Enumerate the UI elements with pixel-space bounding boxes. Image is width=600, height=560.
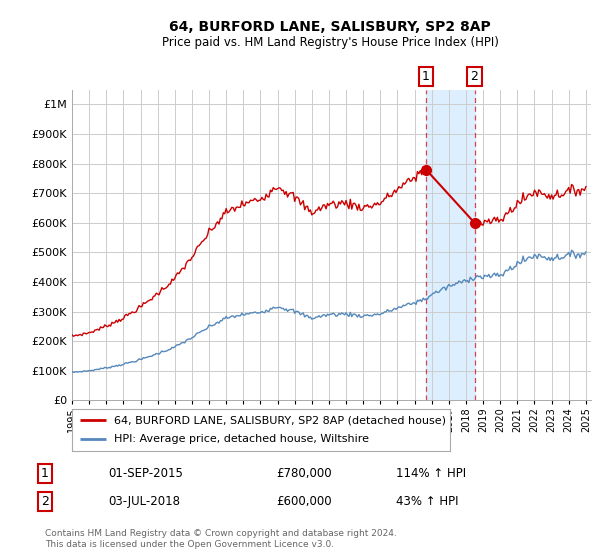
Text: Contains HM Land Registry data © Crown copyright and database right 2024.
This d: Contains HM Land Registry data © Crown c… [45,529,397,549]
Text: £780,000: £780,000 [276,466,332,480]
Text: 01-SEP-2015: 01-SEP-2015 [108,466,183,480]
Text: 2: 2 [41,494,49,508]
Text: 1: 1 [422,70,430,83]
Text: 1: 1 [41,466,49,480]
Text: 64, BURFORD LANE, SALISBURY, SP2 8AP (detached house): 64, BURFORD LANE, SALISBURY, SP2 8AP (de… [113,415,446,425]
Bar [426,90,475,400]
Text: 114% ↑ HPI: 114% ↑ HPI [396,466,466,480]
Text: 64, BURFORD LANE, SALISBURY, SP2 8AP: 64, BURFORD LANE, SALISBURY, SP2 8AP [169,20,491,34]
Text: 43% ↑ HPI: 43% ↑ HPI [396,494,458,508]
Text: HPI: Average price, detached house, Wiltshire: HPI: Average price, detached house, Wilt… [113,435,368,445]
Text: 03-JUL-2018: 03-JUL-2018 [108,494,180,508]
Text: £600,000: £600,000 [276,494,332,508]
Text: Price paid vs. HM Land Registry's House Price Index (HPI): Price paid vs. HM Land Registry's House … [161,36,499,49]
Text: 2: 2 [470,70,478,83]
